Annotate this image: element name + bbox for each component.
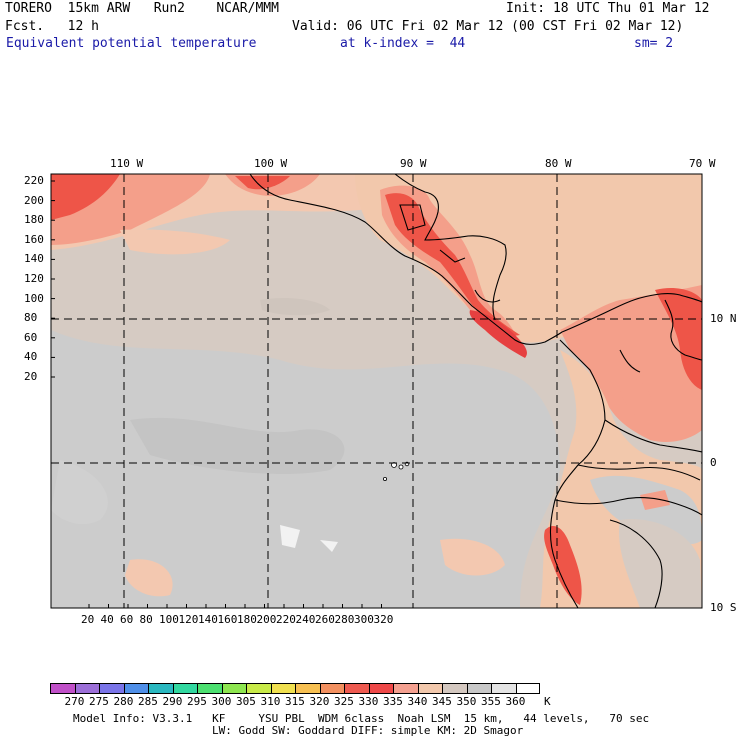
y-tick-label: 200 [24,193,44,207]
colorbar-segment [123,683,148,694]
lat-label-10s: 10 S [710,601,737,614]
colorbar-segment [50,683,75,694]
colorbar-label: 310 [260,695,281,708]
colorbar-label: 275 [89,695,109,708]
x-tick-label: 220 [276,613,296,626]
y-tick-label: 140 [24,252,44,266]
lon-label-70w: 70 W [689,157,716,170]
x-tick-label: 20 [81,613,95,626]
colorbar-segment [270,683,295,694]
x-tick-label: 200 [256,613,277,626]
field-name: Equivalent potential temperature [6,36,257,51]
colorbar-segment [172,683,197,694]
colorbar-segment [417,683,442,694]
colorbar-label: 300 [211,695,232,708]
colorbar-segment [344,683,369,694]
colorbar-segment [295,683,320,694]
y-tick-label: 180 [24,213,44,227]
colorbar-label: 290 [162,695,183,708]
map-field [51,174,702,608]
forecast-hour: Fcst. 12 h [5,19,99,34]
x-tick-label: 80 [139,613,153,626]
colorbar-label: 295 [187,695,207,708]
y-tick-label: 120 [24,272,44,285]
y-tick-label: 40 [24,350,38,364]
model-info-line: Model Info: V3.3.1 KF YSU PBL WDM 6class… [73,712,650,725]
y-tick-label: 80 [24,311,38,325]
lat-label-10n: 10 N [710,312,737,325]
colorbar-label: 285 [138,695,158,708]
colorbar-label: 335 [383,695,403,708]
y-tick-label: 100 [24,291,44,305]
x-tick-label: 160 [217,613,238,626]
lon-label-80w: 80 W [545,157,572,170]
graticule [51,174,702,608]
x-tick-label: 280 [334,613,355,626]
colorbar-label: 280 [113,695,134,708]
y-tick-label: 20 [24,370,38,383]
x-tick-label: 60 [120,613,134,626]
physics-info-line: LW: Godd SW: Goddard DIFF: simple KM: 2D… [212,724,524,737]
colorbar-segment [368,683,393,694]
colorbar-label: 325 [334,695,354,708]
colorbar-label: 360 [505,695,526,708]
y-tick-label: 220 [24,174,44,187]
x-tick-label: 180 [237,613,257,626]
colorbar-segment [515,683,540,694]
init-time: Init: 18 UTC Thu 01 Mar 12 [506,1,710,16]
x-tick-label: 100 [159,613,179,626]
colorbar-label: 320 [309,695,330,708]
colorbar-segment [466,683,491,694]
x-tick-label: 120 [178,613,199,626]
smoothing-label: sm= 2 [634,36,674,51]
lon-label-100w: 100 W [254,157,288,170]
colorbar-label: 345 [432,695,452,708]
colorbar-segment [319,683,344,694]
colorbar-label: 270 [64,695,85,708]
colorbar-segment [393,683,418,694]
axis-ticks [51,180,382,608]
x-tick-label: 40 [100,613,114,626]
plot-frame [50,173,703,609]
colorbar-segment [197,683,222,694]
colorbar-label: 350 [456,695,477,708]
colorbar-segment [99,683,124,694]
colorbar-segment [442,683,467,694]
colorbar-segment [221,683,246,694]
model-run-label: TORERO 15km ARW Run2 NCAR/MMM [5,1,279,16]
colorbar-label: K [544,695,551,708]
y-tick-label: 60 [24,330,38,344]
lon-label-90w: 90 W [400,157,427,170]
valid-time: Valid: 06 UTC Fri 02 Mar 12 (00 CST Fri … [292,19,684,34]
colorbar-label: 340 [407,695,428,708]
y-tick-label: 160 [24,232,44,246]
k-index-label: at k-index = 44 [340,36,466,51]
x-tick-label: 320 [373,613,394,626]
colorbar-segment [148,683,173,694]
colorbar-segment [491,683,516,694]
colorbar-segment [246,683,271,694]
colorbar-label: 315 [285,695,305,708]
colorbar-segment [74,683,99,694]
x-tick-label: 140 [198,613,218,626]
lon-label-110w: 110 W [110,157,144,170]
lat-label-0: 0 [710,456,717,469]
colorbar-label: 305 [236,695,256,708]
x-tick-label: 240 [295,613,316,626]
colorbar-label: 330 [358,695,379,708]
x-tick-label: 260 [315,613,335,626]
colorbar-label: 355 [481,695,501,708]
x-tick-label: 300 [354,613,374,626]
coastlines [249,174,702,608]
